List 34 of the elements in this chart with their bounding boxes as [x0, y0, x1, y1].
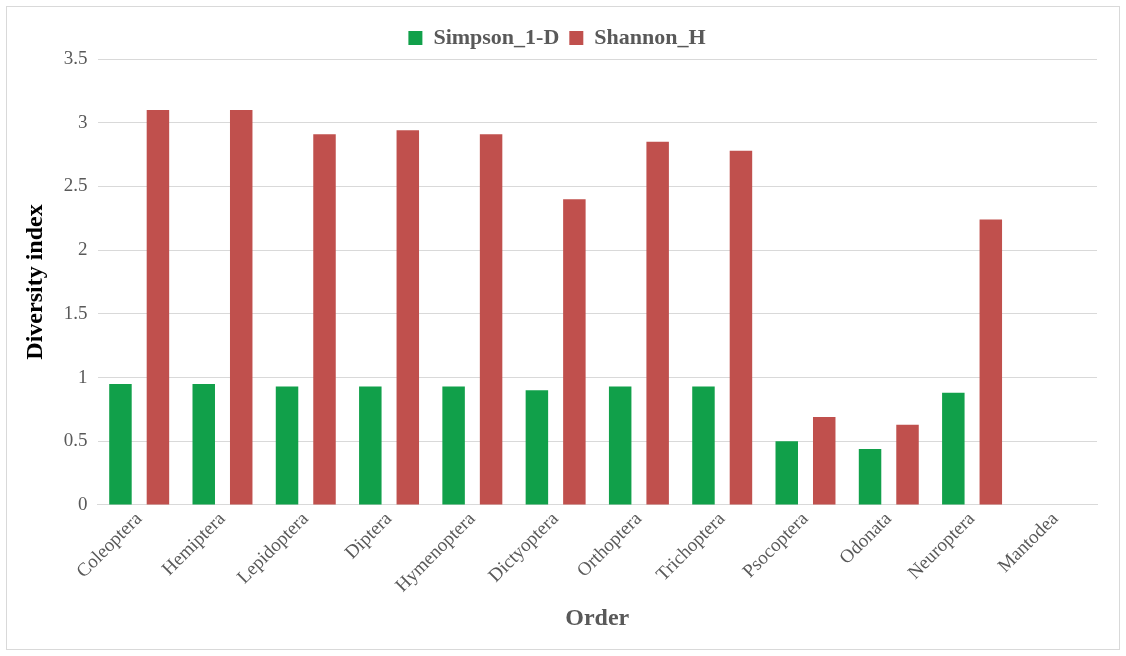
- bar: [942, 392, 965, 505]
- bar: [729, 150, 753, 505]
- legend-label: Simpson_1-D: [433, 23, 560, 49]
- bar: [858, 448, 882, 505]
- bar: [979, 219, 1003, 505]
- bar: [313, 134, 336, 505]
- y-tick-label: 1: [78, 365, 88, 387]
- bar: [192, 383, 215, 505]
- x-axis-title: Order: [565, 603, 630, 630]
- legend-label: Shannon_H: [594, 23, 706, 49]
- bar: [812, 417, 836, 505]
- bar: [275, 386, 299, 505]
- y-tick-label: 3: [78, 110, 88, 132]
- y-tick-label: 2.5: [63, 174, 88, 196]
- bar: [229, 109, 253, 505]
- bar: [775, 441, 798, 505]
- bar: [396, 130, 420, 505]
- bar: [525, 390, 549, 505]
- bar: [646, 141, 669, 505]
- y-tick-label: 3.5: [63, 46, 88, 68]
- bar: [896, 424, 919, 505]
- bar: [692, 386, 715, 505]
- y-tick-label: 2: [78, 238, 88, 260]
- y-tick-label: 1.5: [63, 301, 88, 323]
- bar: [563, 199, 586, 505]
- bar: [442, 386, 465, 505]
- y-tick-label: 0: [78, 492, 88, 514]
- bar: [608, 386, 632, 505]
- y-tick-label: 0.5: [63, 429, 88, 451]
- bar: [359, 386, 382, 505]
- bar: [146, 109, 170, 505]
- y-axis-title: Diversity index: [20, 204, 47, 360]
- bar: [479, 134, 503, 505]
- bar: [109, 383, 132, 505]
